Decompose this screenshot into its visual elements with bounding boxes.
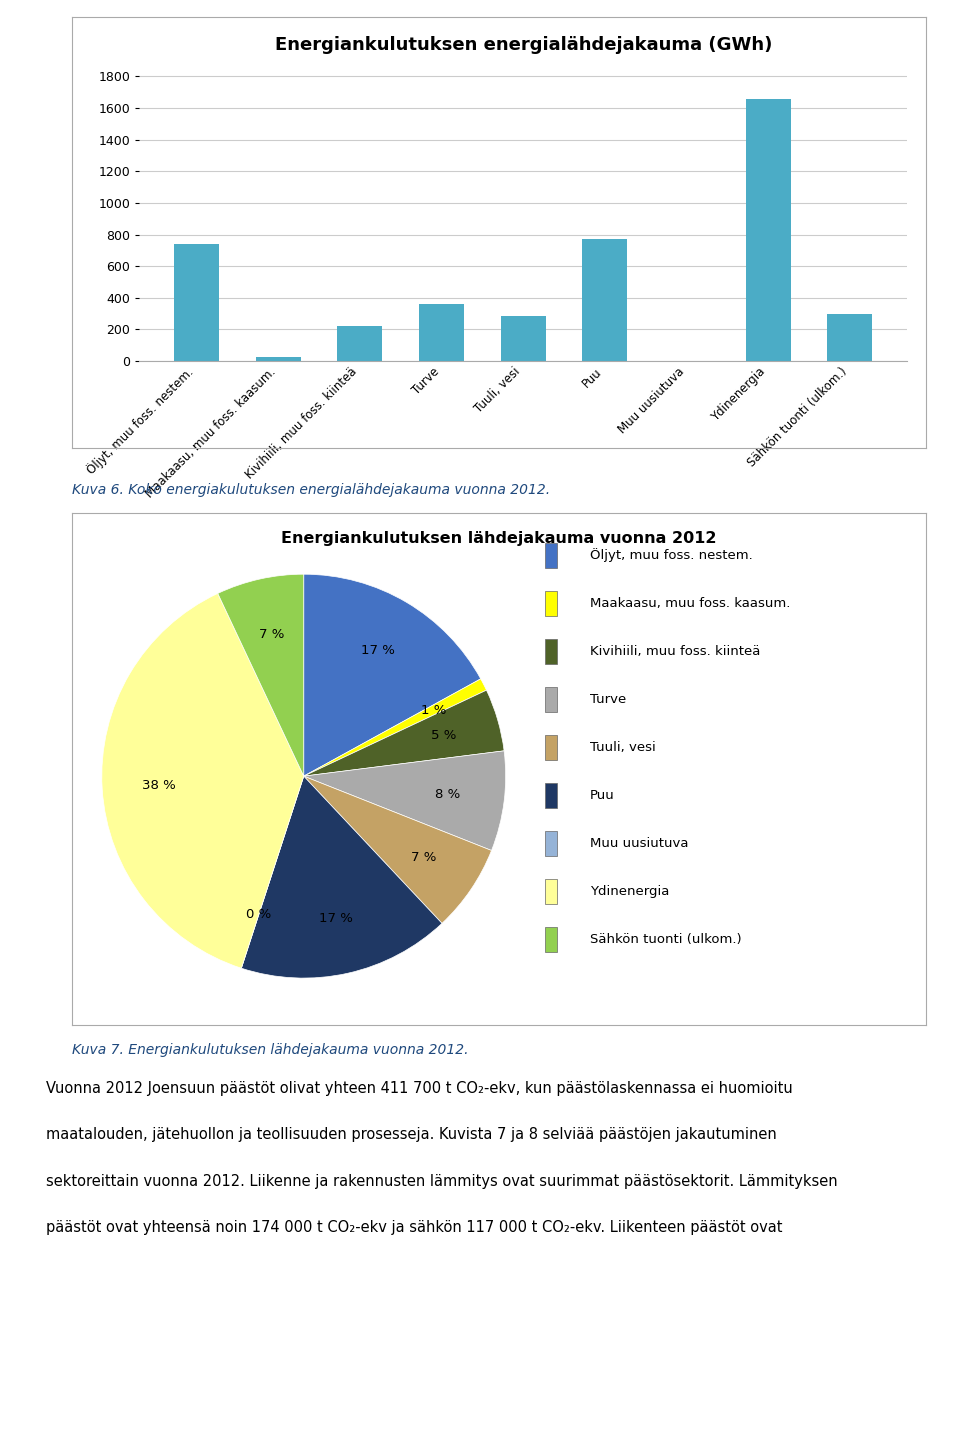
Text: 38 %: 38 %	[142, 778, 176, 791]
Text: päästöt ovat yhteensä noin 174 000 t CO₂-ekv ja sähkön 117 000 t CO₂-ekv. Liiken: päästöt ovat yhteensä noin 174 000 t CO₂…	[46, 1220, 782, 1235]
Bar	[583, 240, 627, 361]
FancyBboxPatch shape	[545, 830, 558, 856]
Wedge shape	[218, 575, 303, 777]
Text: 7 %: 7 %	[259, 628, 285, 641]
Text: Muu uusiutuva: Muu uusiutuva	[589, 836, 688, 849]
Bar	[746, 98, 791, 361]
Bar	[255, 357, 300, 361]
Text: 1 %: 1 %	[420, 703, 446, 716]
Text: Kuva 7. Energiankulutuksen lähdejakauma vuonna 2012.: Kuva 7. Energiankulutuksen lähdejakauma …	[72, 1043, 468, 1057]
Wedge shape	[303, 575, 481, 777]
Text: Turve: Turve	[589, 693, 626, 706]
Text: Tuuli, vesi: Tuuli, vesi	[589, 741, 656, 754]
Text: 0 %: 0 %	[246, 908, 272, 921]
Text: 17 %: 17 %	[319, 911, 352, 924]
Text: Energiankulutuksen lähdejakauma vuonna 2012: Energiankulutuksen lähdejakauma vuonna 2…	[281, 530, 717, 546]
FancyBboxPatch shape	[545, 687, 558, 712]
FancyBboxPatch shape	[545, 927, 558, 952]
Wedge shape	[241, 777, 442, 978]
Text: Kuva 6. Koko energiakulutuksen energialähdejakauma vuonna 2012.: Kuva 6. Koko energiakulutuksen energialä…	[72, 482, 550, 497]
Wedge shape	[102, 593, 303, 969]
Title: Energiankulutuksen energialähdejakauma (GWh): Energiankulutuksen energialähdejakauma (…	[275, 36, 772, 53]
Text: 7 %: 7 %	[411, 852, 437, 865]
Wedge shape	[303, 777, 492, 923]
Wedge shape	[303, 679, 487, 777]
Text: Sähkön tuonti (ulkom.): Sähkön tuonti (ulkom.)	[589, 933, 741, 946]
Text: 17 %: 17 %	[361, 644, 395, 657]
FancyBboxPatch shape	[545, 638, 558, 664]
Wedge shape	[303, 751, 506, 851]
Text: Öljyt, muu foss. nestem.: Öljyt, muu foss. nestem.	[589, 549, 753, 562]
Bar	[828, 313, 873, 361]
Text: 8 %: 8 %	[436, 788, 461, 801]
Text: sektoreittain vuonna 2012. Liikenne ja rakennusten lämmitys ovat suurimmat pääst: sektoreittain vuonna 2012. Liikenne ja r…	[46, 1174, 838, 1188]
Wedge shape	[303, 690, 504, 777]
FancyBboxPatch shape	[545, 879, 558, 904]
Text: maatalouden, jätehuollon ja teollisuuden prosesseja. Kuvista 7 ja 8 selviää pääs: maatalouden, jätehuollon ja teollisuuden…	[46, 1128, 777, 1142]
Text: Vuonna 2012 Joensuun päästöt olivat yhteen 411 700 t CO₂-ekv, kun päästölaskenna: Vuonna 2012 Joensuun päästöt olivat yhte…	[46, 1082, 793, 1096]
Bar	[501, 316, 545, 361]
FancyBboxPatch shape	[545, 543, 558, 567]
Bar	[420, 305, 464, 361]
Text: Kivihiili, muu foss. kiinteä: Kivihiili, muu foss. kiinteä	[589, 644, 760, 657]
Wedge shape	[241, 777, 303, 969]
FancyBboxPatch shape	[545, 591, 558, 615]
FancyBboxPatch shape	[545, 735, 558, 760]
Bar	[337, 326, 382, 361]
Text: Puu: Puu	[589, 788, 614, 801]
Bar	[174, 244, 219, 361]
Text: Maakaasu, muu foss. kaasum.: Maakaasu, muu foss. kaasum.	[589, 596, 790, 609]
Text: 5 %: 5 %	[431, 729, 456, 742]
Text: Ydinenergia: Ydinenergia	[589, 885, 669, 898]
FancyBboxPatch shape	[545, 783, 558, 807]
